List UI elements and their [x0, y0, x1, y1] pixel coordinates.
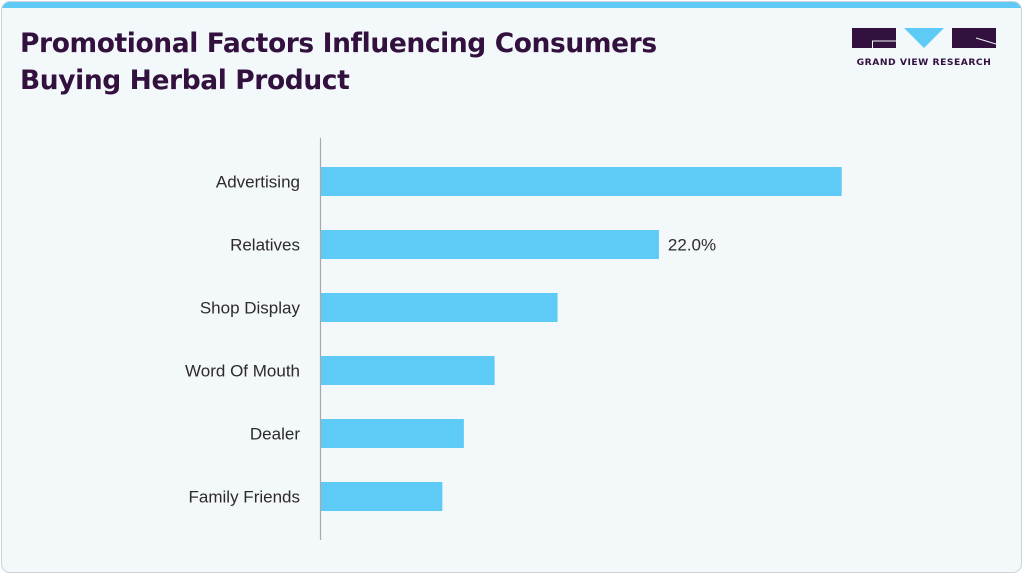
grand-view-research-logo — [852, 28, 996, 48]
category-label: Shop Display — [200, 299, 301, 318]
logo-r-mark — [975, 37, 996, 45]
bars-group — [321, 167, 842, 511]
logo-text: GRAND VIEW RESEARCH — [856, 57, 992, 68]
bar-relatives — [321, 230, 659, 259]
bar-word-of-mouth — [321, 356, 495, 385]
logo-g-notch — [872, 41, 873, 48]
category-label: Word Of Mouth — [185, 362, 300, 381]
accent-band — [2, 2, 1021, 8]
category-labels-group: Advertising Relatives Shop Display Word Of … — [185, 173, 300, 507]
category-label: Dealer — [250, 425, 300, 444]
data-label: 22.0% — [668, 236, 716, 255]
category-label: Advertising — [216, 173, 300, 192]
category-label: Relatives — [230, 236, 300, 255]
logo-r-block — [952, 28, 996, 48]
bar-dealer — [321, 419, 464, 448]
bar-family-friends — [321, 482, 443, 511]
page-title: Promotional Factors Influencing Consumer… — [20, 28, 657, 96]
logo-g-block — [852, 28, 896, 48]
category-label: Family Friends — [189, 488, 300, 507]
logo-v-triangle — [904, 28, 944, 48]
bar-shop-display — [321, 293, 558, 322]
bar-advertising — [321, 167, 842, 196]
data-labels-group: 22.0% — [668, 236, 716, 255]
